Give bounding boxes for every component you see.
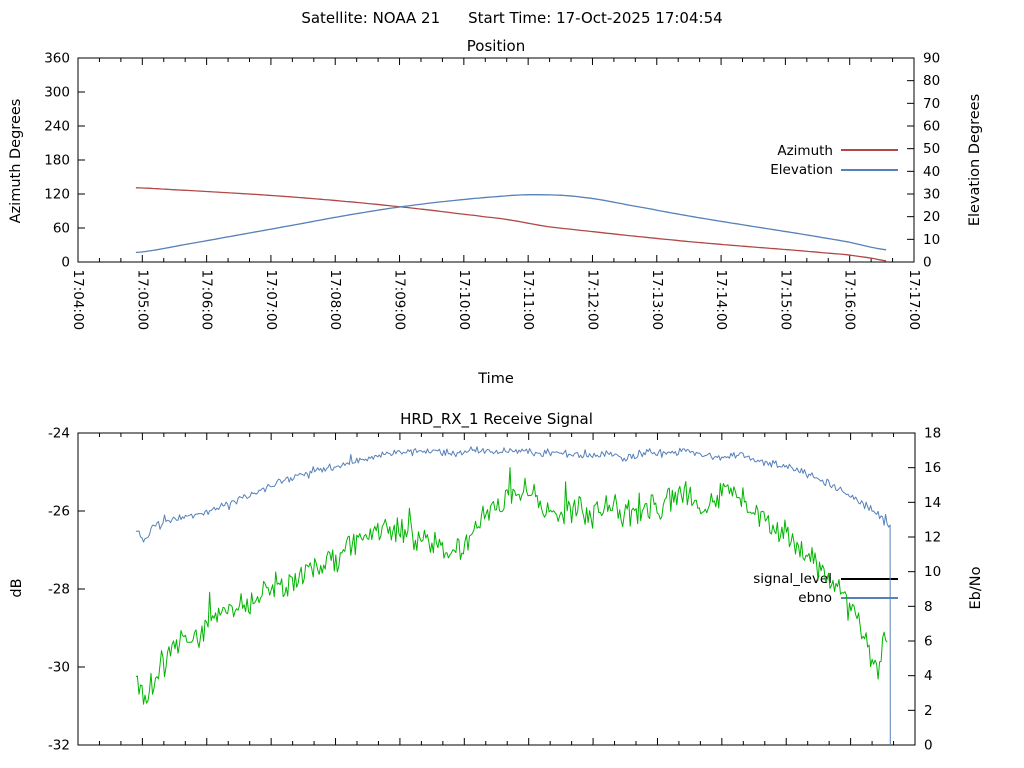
x-tick-label: 17:11:00 [520, 270, 536, 331]
legend-line-elevation [841, 169, 898, 171]
y-left-tick-label: 240 [44, 119, 70, 135]
y-right-tick-label: 20 [923, 209, 940, 225]
legend-line-azimuth [841, 149, 898, 151]
y-left-tick-label: -30 [48, 660, 70, 676]
x-tick-label: 17:12:00 [584, 270, 600, 331]
y-left-tick-label: 0 [61, 255, 70, 271]
x-tick-label: 17:05:00 [134, 270, 150, 331]
y-left-tick-label: -28 [48, 582, 70, 598]
header-title: Satellite: NOAA 21 Start Time: 17-Oct-20… [0, 9, 1024, 27]
y-right-tick-label: 2 [924, 703, 933, 719]
y-right-tick-label: 4 [924, 668, 933, 684]
legend-label-signal-level: signal_level [753, 571, 832, 587]
legend-label-elevation: Elevation [770, 162, 833, 178]
series-Azimuth-line [135, 187, 887, 262]
y-left-tick-label: -32 [48, 738, 70, 754]
legend-label-azimuth: Azimuth [777, 143, 833, 159]
series-signal_level-line [135, 467, 888, 705]
y-right-tick-label: 50 [923, 141, 940, 157]
position-chart-title: Position [466, 37, 526, 55]
y-right-tick-label: 80 [923, 73, 940, 89]
y-right-tick-label: 0 [924, 738, 933, 754]
x-tick-label: 17:06:00 [199, 270, 215, 331]
x-tick-label: 17:13:00 [649, 270, 665, 331]
series-ebno-line [135, 446, 891, 746]
y-left-tick-label: 180 [44, 153, 70, 169]
y-right-tick-label: 0 [923, 255, 932, 271]
y-left-tick-label: 120 [44, 187, 70, 203]
x-tick-label: 17:15:00 [777, 270, 793, 331]
y-right-tick-label: 70 [923, 96, 940, 112]
x-tick-label: 17:10:00 [456, 270, 472, 331]
x-tick-label: 17:16:00 [842, 270, 858, 331]
x-tick-label: 17:09:00 [392, 270, 408, 331]
receive-signal-chart-title: HRD_RX_1 Receive Signal [400, 410, 593, 428]
y-left-tick-label: 360 [44, 51, 70, 67]
legend-label-ebno: ebno [798, 590, 832, 606]
y-right-tick-label: 18 [924, 426, 941, 442]
y-right-tick-label: 16 [924, 460, 941, 476]
y-right-tick-label: 6 [924, 634, 933, 650]
chart-1: -32 -30 -28 -26 -24 0 2 4 6 8 10 12 14 16 18 [48, 426, 941, 754]
y-right-tick-label: 14 [924, 495, 941, 511]
y-right-tick-label: 10 [924, 564, 941, 580]
y-left-tick-label: -24 [48, 426, 70, 442]
series-Elevation-line [135, 194, 887, 254]
x-tick-label: 17:07:00 [263, 270, 279, 331]
plot-border [77, 432, 916, 746]
x-tick-label: 17:14:00 [713, 270, 729, 331]
legend-line-ebno [841, 597, 898, 599]
y-right-tick-label: 12 [924, 530, 941, 546]
y-right-tick-label: 30 [923, 187, 940, 203]
y-left-tick-label: -26 [48, 504, 70, 520]
y-right-tick-label: 40 [923, 164, 940, 180]
legend-line-signal-level [841, 578, 898, 580]
y-left-tick-label: 300 [44, 85, 70, 101]
chart-0: 17:04:00 17:05:00 17:06:00 17:07:00 17:08:00… [44, 51, 940, 331]
x-tick-label: 17:08:00 [327, 270, 343, 331]
start-time-label: Start Time: 17-Oct-2025 17:04:54 [468, 9, 723, 27]
satellite-name-label: Satellite: NOAA 21 [301, 9, 441, 27]
time-axis-label: Time [478, 371, 514, 387]
y-left-tick-label: 60 [53, 221, 70, 237]
y-right-tick-label: 8 [924, 599, 933, 615]
y-right-tick-label: 90 [923, 51, 940, 67]
y-right-tick-label: 60 [923, 119, 940, 135]
x-tick-label: 17:17:00 [906, 270, 922, 331]
x-tick-label: 17:04:00 [70, 270, 86, 331]
y-right-tick-label: 10 [923, 232, 940, 248]
